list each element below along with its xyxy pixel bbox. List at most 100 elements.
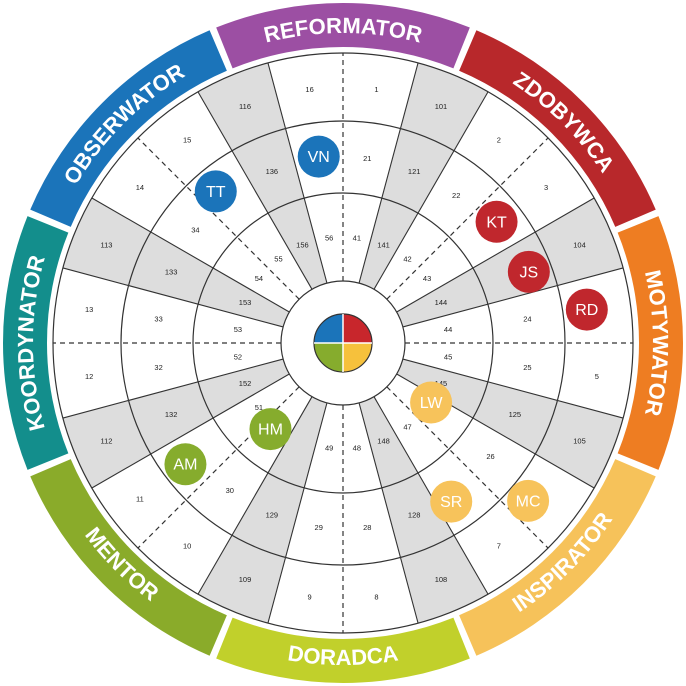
cell-number: 128	[408, 510, 421, 519]
cell-number: 1	[374, 85, 378, 94]
shaded-sector	[198, 62, 327, 290]
cell-number: 116	[239, 102, 251, 111]
cell-number: 2	[497, 136, 501, 145]
cell-number: 29	[315, 523, 323, 532]
person-marker-tt[interactable]: TT	[194, 170, 237, 213]
marker-initials: LW	[420, 395, 444, 412]
role-divider-line	[137, 137, 300, 300]
sector-line	[373, 91, 489, 290]
marker-initials: HM	[258, 422, 283, 439]
person-marker-am[interactable]: AM	[164, 443, 207, 486]
marker-circle	[164, 443, 207, 486]
center-quadrant	[343, 343, 372, 372]
cell-number: 11	[136, 494, 144, 503]
marker-initials: KT	[486, 214, 507, 231]
person-marker-kt[interactable]: KT	[475, 200, 518, 243]
cell-number: 129	[266, 510, 279, 519]
sector-line	[267, 62, 328, 284]
cell-number: 41	[353, 234, 361, 243]
person-marker-rd[interactable]: RD	[565, 288, 608, 331]
cell-number: 53	[234, 325, 242, 334]
cell-number: 9	[307, 592, 311, 601]
person-marker-vn[interactable]: VN	[297, 135, 340, 178]
marker-initials: RD	[575, 302, 598, 319]
cell-number: 28	[363, 523, 371, 532]
role-label: DORADCA	[286, 640, 400, 670]
person-marker-sr[interactable]: SR	[430, 480, 473, 523]
person-marker-lw[interactable]: LW	[410, 381, 453, 424]
cell-number: 24	[523, 314, 531, 323]
cell-number: 54	[255, 274, 263, 283]
role-segment-inspirator	[459, 459, 656, 656]
marker-initials: JS	[520, 264, 539, 281]
cell-number: 45	[444, 352, 452, 361]
sector-line	[373, 396, 489, 595]
person-marker-mc[interactable]: MC	[507, 479, 550, 522]
wheel-grid	[52, 52, 634, 634]
cell-number: 145	[435, 379, 448, 388]
cell-number: 153	[239, 298, 252, 307]
marker-circle	[194, 170, 237, 213]
person-markers: VN TT KT JS RD LW MC SR HM AM	[164, 135, 608, 523]
marker-initials: VN	[308, 149, 330, 166]
grid-ring	[192, 192, 494, 494]
sector-line	[402, 267, 624, 328]
cell-number: 21	[363, 154, 371, 163]
marker-circle	[565, 288, 608, 331]
person-marker-hm[interactable]: HM	[249, 408, 292, 451]
cell-number: 7	[497, 542, 501, 551]
grid-ring	[120, 120, 566, 566]
role-divider-line	[386, 137, 549, 300]
shaded-sector	[198, 396, 327, 624]
role-segment-obserwator	[30, 30, 227, 227]
role-segment-doradca	[216, 617, 470, 683]
sector-line	[91, 373, 290, 489]
cell-number: 33	[154, 314, 162, 323]
cell-number: 49	[325, 444, 333, 453]
sector-line	[358, 402, 419, 624]
cell-number: 5	[595, 372, 599, 381]
cell-number: 144	[435, 298, 448, 307]
sector-line	[396, 197, 595, 313]
sector-line	[197, 91, 313, 290]
person-marker-js[interactable]: JS	[507, 250, 550, 293]
cell-number: 104	[573, 241, 586, 250]
cell-number: 113	[101, 241, 113, 250]
sector-shading	[62, 62, 624, 624]
marker-circle	[249, 408, 292, 451]
marker-circle	[297, 135, 340, 178]
cell-number: 56	[325, 234, 333, 243]
cell-number: 34	[191, 225, 199, 234]
marker-initials: MC	[516, 493, 541, 510]
center-emblem	[313, 313, 373, 373]
cell-number: 52	[234, 352, 242, 361]
cell-number: 22	[452, 191, 460, 200]
marker-circle	[410, 381, 453, 424]
cell-number: 42	[403, 255, 411, 264]
cell-number: 136	[266, 167, 279, 176]
marker-circle	[507, 479, 550, 522]
marker-initials: SR	[440, 494, 462, 511]
cell-number: 105	[573, 437, 586, 446]
cell-number: 10	[183, 542, 191, 551]
shaded-sector	[396, 359, 624, 488]
marker-circle	[475, 200, 518, 243]
role-segment-reformator	[216, 2, 470, 69]
role-segment-koordynator	[2, 216, 69, 470]
sector-line	[91, 197, 290, 313]
center-quadrant	[314, 343, 343, 372]
role-segment-mentor	[30, 459, 227, 656]
marker-circle	[507, 250, 550, 293]
cell-number: 121	[408, 167, 421, 176]
cell-number: 148	[377, 437, 390, 446]
cell-number: 109	[239, 575, 252, 584]
center-quadrant	[314, 314, 343, 343]
cell-number: 30	[226, 486, 234, 495]
cell-number: 3	[544, 183, 548, 192]
cell-number: 112	[101, 437, 113, 446]
cell-number: 108	[435, 575, 448, 584]
cell-number: 26	[486, 452, 494, 461]
cell-number: 47	[403, 423, 411, 432]
shaded-sector	[359, 396, 488, 624]
